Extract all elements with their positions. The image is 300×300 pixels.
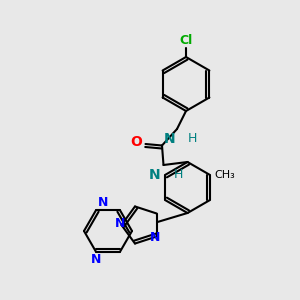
Text: N: N — [91, 253, 101, 266]
Text: N: N — [98, 196, 108, 209]
Text: CH₃: CH₃ — [214, 170, 235, 180]
Text: N: N — [115, 217, 125, 230]
Text: N: N — [150, 232, 160, 244]
Text: O: O — [130, 136, 142, 149]
Text: H: H — [174, 168, 183, 181]
Text: N: N — [149, 168, 161, 182]
Text: N: N — [164, 132, 176, 146]
Text: Cl: Cl — [179, 34, 193, 46]
Text: H: H — [188, 132, 197, 145]
